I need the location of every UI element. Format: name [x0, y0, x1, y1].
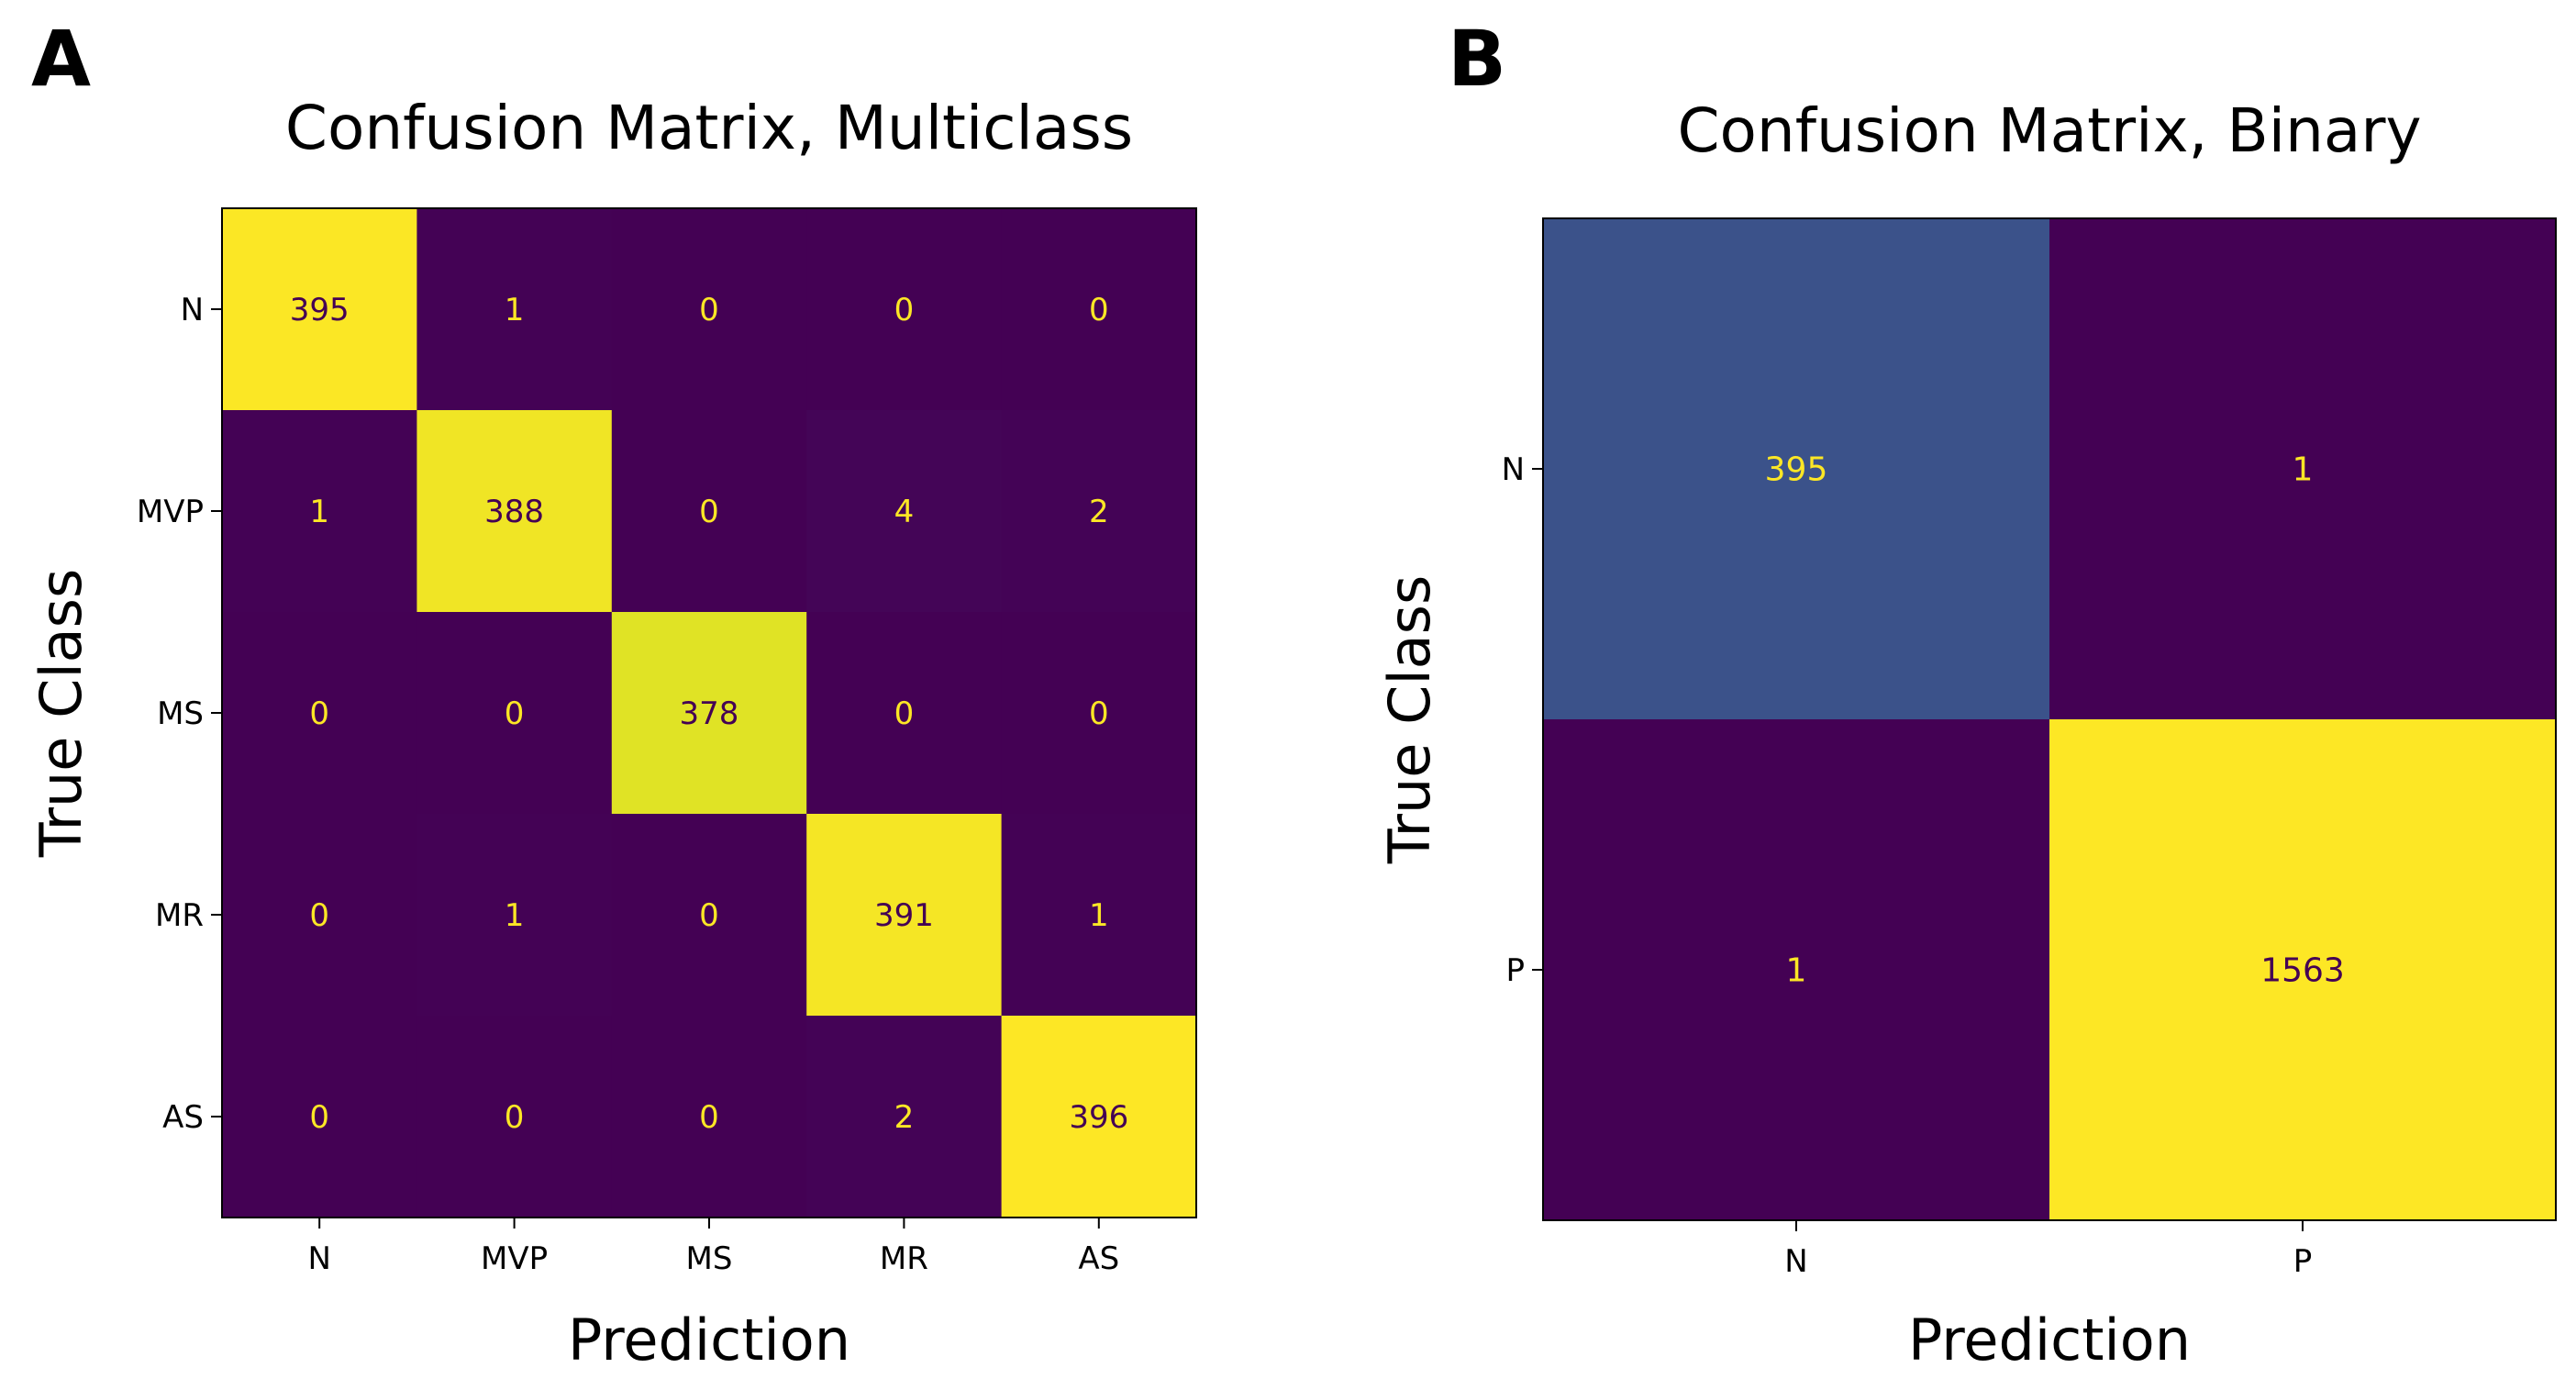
bin-cell-0-1	[2049, 218, 2557, 720]
mc-ytick-label-1: MVP	[137, 494, 204, 530]
mc-cell-label-0-3: 0	[894, 292, 915, 328]
mc-cell-3-3	[806, 814, 1003, 1017]
bin-ytick-label-1: P	[1505, 952, 1525, 989]
mc-cell-label-3-3: 391	[874, 897, 934, 934]
panel-letter-a: A	[31, 14, 92, 104]
bin-cell-label-0-0: 395	[1765, 451, 1828, 489]
mc-cell-4-0	[222, 1016, 417, 1218]
mc-cell-label-4-1: 0	[505, 1099, 525, 1136]
bin-cell-1-0	[1543, 719, 2050, 1221]
mc-cell-label-1-1: 388	[484, 494, 544, 530]
mc-y-axis-label: True Class	[28, 569, 94, 859]
mc-cell-label-1-0: 1	[309, 494, 329, 530]
bin-cell-label-1-1: 1563	[2260, 952, 2345, 990]
mc-cell-label-2-4: 0	[1089, 695, 1109, 732]
mc-ytick-label-3: MR	[155, 897, 204, 934]
mc-cell-4-1	[416, 1016, 613, 1218]
mc-cell-label-0-1: 1	[505, 292, 525, 328]
bin-chart-title: Confusion Matrix, Binary	[1677, 95, 2421, 166]
bin-cell-label-0-1: 1	[2293, 451, 2314, 489]
panel-letter-b: B	[1448, 14, 1507, 104]
mc-xtick-label-0: N	[307, 1240, 330, 1277]
mc-xtick-label-2: MS	[686, 1240, 733, 1277]
mc-cell-2-2	[611, 612, 807, 815]
mc-chart-title: Confusion Matrix, Multiclass	[285, 93, 1133, 163]
mc-cell-label-0-2: 0	[699, 292, 719, 328]
mc-cell-1-1	[416, 410, 613, 613]
bin-cell-label-1-0: 1	[1786, 952, 1807, 990]
bin-x-axis-label: Prediction	[1908, 1307, 2191, 1373]
mc-ytick-label-4: AS	[162, 1099, 204, 1136]
mc-cell-label-1-4: 2	[1089, 494, 1109, 530]
mc-cell-0-3	[806, 208, 1003, 411]
bin-cell-0-0	[1543, 218, 2050, 720]
mc-cell-label-2-2: 378	[680, 695, 739, 732]
mc-cell-label-4-0: 0	[309, 1099, 329, 1136]
mc-xtick-label-3: MR	[880, 1240, 928, 1277]
mc-cell-label-4-2: 0	[699, 1099, 719, 1136]
mc-cell-2-0	[222, 612, 417, 815]
bin-ytick-label-0: N	[1502, 451, 1525, 488]
mc-cell-4-2	[611, 1016, 807, 1218]
mc-cell-label-0-4: 0	[1089, 292, 1109, 328]
mc-x-axis-label: Prediction	[568, 1307, 850, 1373]
mc-cell-1-3	[806, 410, 1003, 613]
mc-cell-0-1	[416, 208, 613, 411]
mc-cell-label-3-2: 0	[699, 897, 719, 934]
mc-cell-1-0	[222, 410, 417, 613]
bin-y-axis-label: True Class	[1376, 575, 1443, 865]
mc-cell-3-0	[222, 814, 417, 1017]
mc-cell-label-3-0: 0	[309, 897, 329, 934]
mc-cell-label-3-4: 1	[1089, 897, 1109, 934]
mc-cell-label-2-1: 0	[505, 695, 525, 732]
bin-axes-frame	[1542, 217, 2557, 1221]
mc-cell-label-1-3: 4	[894, 494, 915, 530]
mc-ytick-label-0: N	[181, 292, 204, 328]
mc-xtick-label-1: MVP	[481, 1240, 548, 1277]
mc-ytick-label-2: MS	[157, 695, 204, 732]
mc-cell-label-3-1: 1	[505, 897, 525, 934]
mc-cell-3-1	[416, 814, 613, 1017]
mc-cell-0-2	[611, 208, 807, 411]
mc-cell-3-4	[1001, 814, 1197, 1017]
mc-cell-4-3	[806, 1016, 1003, 1218]
bin-xtick-label-1: P	[2293, 1243, 2313, 1280]
mc-cell-label-2-0: 0	[309, 695, 329, 732]
mc-cell-1-4	[1001, 410, 1197, 613]
mc-cell-label-4-4: 396	[1069, 1099, 1128, 1136]
bin-xtick-label-0: N	[1784, 1243, 1807, 1280]
mc-cell-1-2	[611, 410, 807, 613]
mc-cell-2-3	[806, 612, 1003, 815]
mc-cell-label-4-3: 2	[894, 1099, 915, 1136]
mc-cell-2-1	[416, 612, 613, 815]
mc-cell-label-1-2: 0	[699, 494, 719, 530]
bin-cell-1-1	[2049, 719, 2557, 1221]
mc-cell-label-0-0: 395	[290, 292, 350, 328]
mc-cell-0-0	[222, 208, 417, 411]
mc-cell-2-4	[1001, 612, 1197, 815]
mc-xtick-label-4: AS	[1078, 1240, 1119, 1277]
mc-cell-4-4	[1001, 1016, 1197, 1218]
mc-cell-0-4	[1001, 208, 1197, 411]
mc-cell-3-2	[611, 814, 807, 1017]
mc-cell-label-2-3: 0	[894, 695, 915, 732]
